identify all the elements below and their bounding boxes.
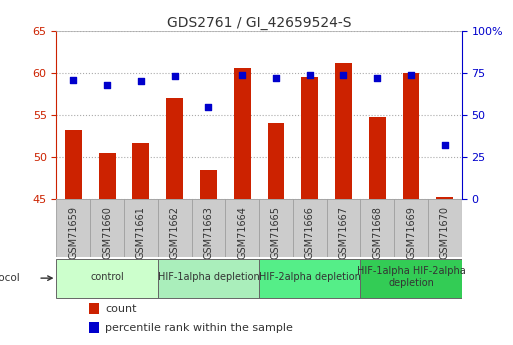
Text: GSM71664: GSM71664 [237,206,247,259]
Text: GSM71661: GSM71661 [136,206,146,259]
Bar [335,63,352,199]
Bar [394,199,428,257]
Bar [56,259,157,297]
Point [238,72,246,78]
Point [69,77,77,82]
Point [137,79,145,84]
Text: GSM71666: GSM71666 [305,206,314,259]
Bar [65,130,82,199]
Text: HIF-2alpha depletion: HIF-2alpha depletion [259,272,361,282]
Point [441,142,449,148]
Text: GSM71660: GSM71660 [102,206,112,259]
Text: GSM71662: GSM71662 [170,206,180,259]
Bar [124,199,158,257]
Text: protocol: protocol [0,273,20,283]
Text: GSM71659: GSM71659 [68,206,78,259]
Bar [293,199,327,257]
Bar [403,73,420,199]
Bar [56,199,90,257]
Bar [437,197,453,199]
Text: HIF-1alpha depletion: HIF-1alpha depletion [157,272,259,282]
Text: GSM71670: GSM71670 [440,206,450,259]
Point [340,72,348,78]
Bar [89,322,99,333]
Bar [259,259,360,297]
Point [272,75,280,81]
Point [407,72,415,78]
Bar [132,143,149,199]
Bar [234,68,251,199]
Bar [89,303,99,314]
Text: control: control [90,272,124,282]
Point [103,82,111,88]
Bar [428,199,462,257]
Text: GSM71667: GSM71667 [339,206,348,259]
Title: GDS2761 / GI_42659524-S: GDS2761 / GI_42659524-S [167,16,351,30]
Text: GSM71665: GSM71665 [271,206,281,259]
Bar [157,199,191,257]
Bar [369,117,386,199]
Point [170,73,179,79]
Bar [360,199,394,257]
Bar [259,199,293,257]
Bar [166,98,183,199]
Bar [267,124,284,199]
Bar [200,170,217,199]
Text: percentile rank within the sample: percentile rank within the sample [105,323,293,333]
Point [204,104,212,109]
Point [373,75,381,81]
Point [306,72,314,78]
Bar [98,153,115,199]
Bar [360,259,462,297]
Bar [90,199,124,257]
Text: GSM71663: GSM71663 [204,206,213,259]
Bar [327,199,360,257]
Text: GSM71669: GSM71669 [406,206,416,259]
Text: GSM71668: GSM71668 [372,206,382,259]
Bar [157,259,259,297]
Bar [225,199,259,257]
Bar [191,199,225,257]
Bar [301,77,318,199]
Text: HIF-1alpha HIF-2alpha
depletion: HIF-1alpha HIF-2alpha depletion [357,266,465,288]
Text: count: count [105,304,136,314]
